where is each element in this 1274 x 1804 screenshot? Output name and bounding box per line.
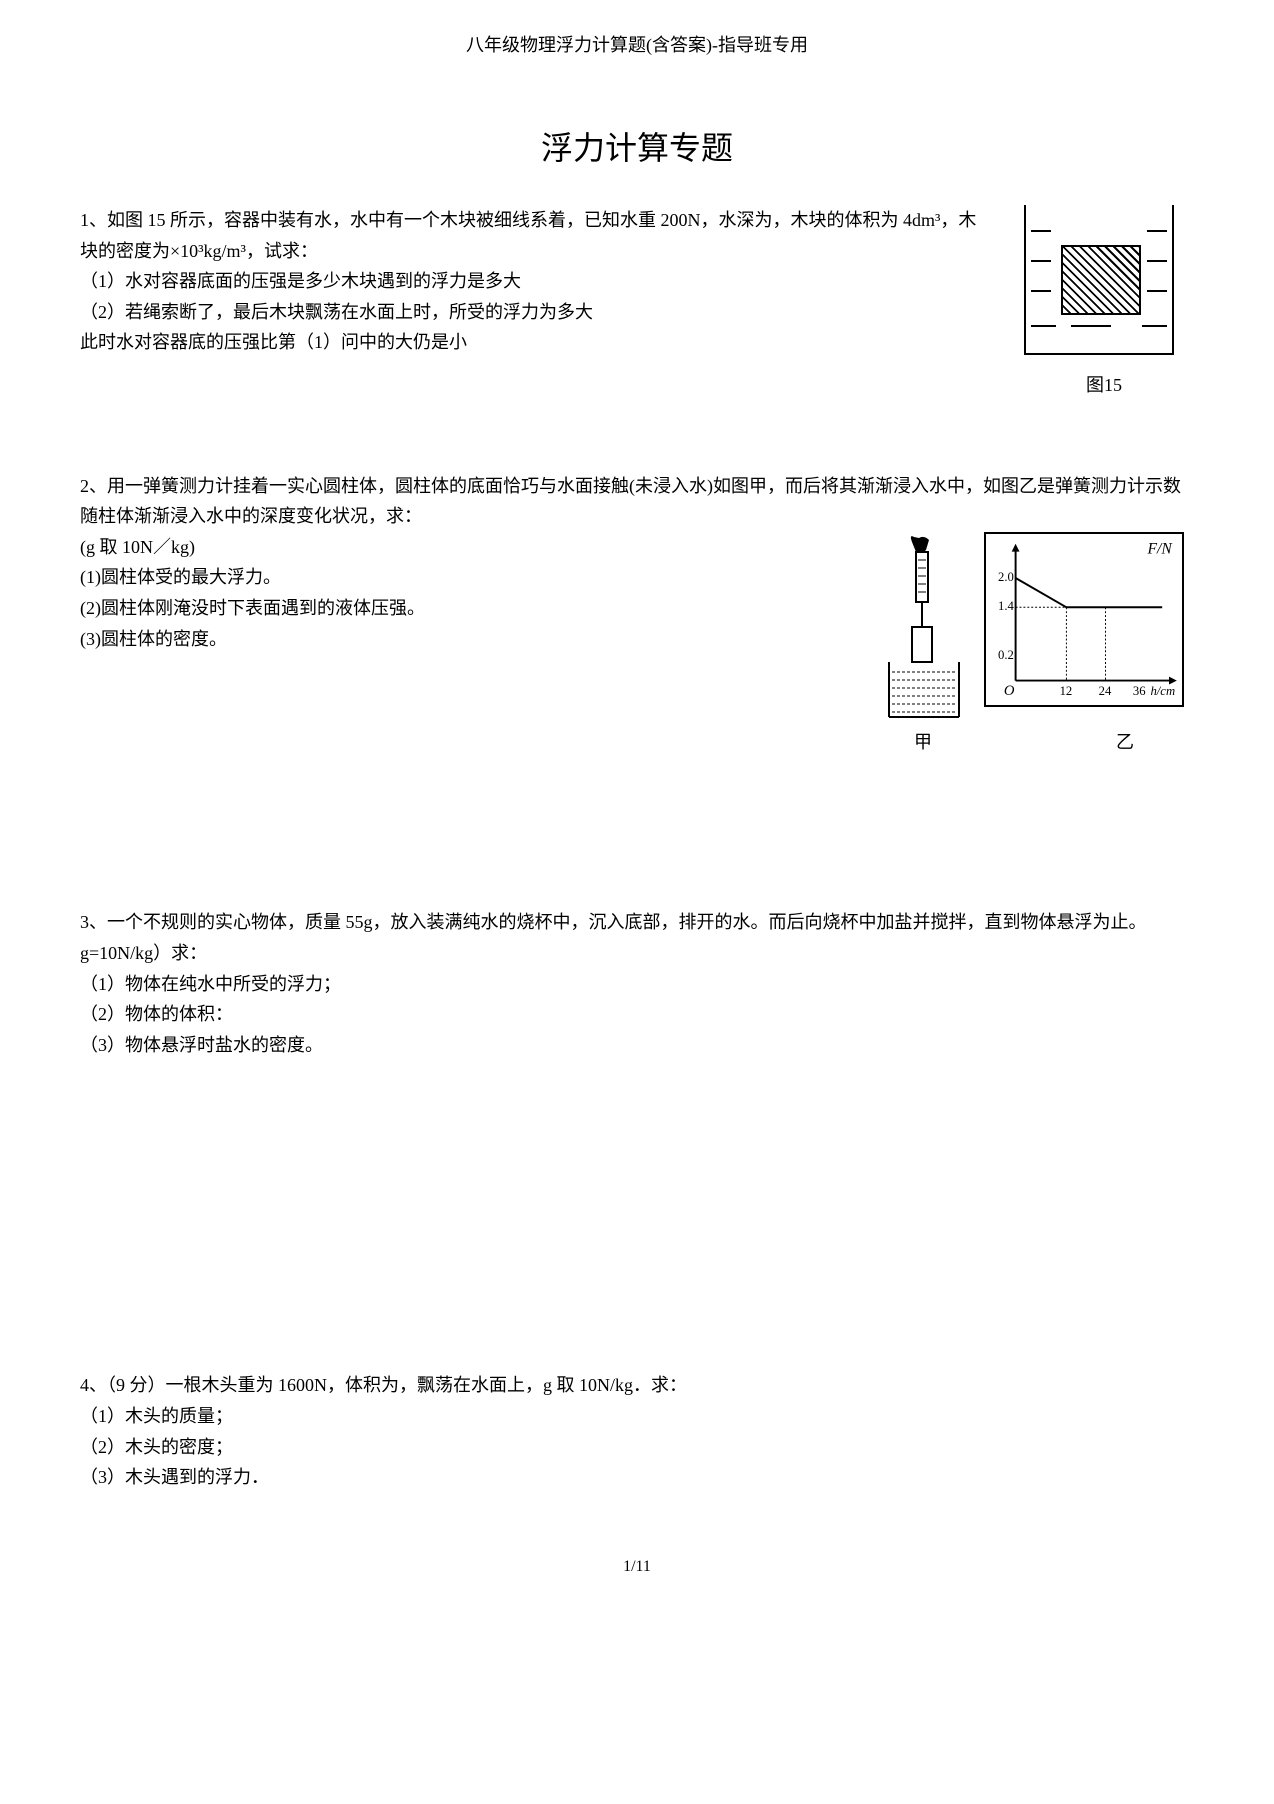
y-tick-2.0: 2.0 bbox=[998, 570, 1014, 584]
question-3-sub1: （1）物体在纯水中所受的浮力； bbox=[80, 969, 1194, 1000]
question-4-intro: 4、（9 分）一根木头重为 1600N，体积为，飘荡在水面上，g 取 10N/k… bbox=[80, 1370, 1194, 1401]
question-3: 3、一个不规则的实心物体，质量 55g，放入装满纯水的烧杯中，沉入底部，排开的水… bbox=[80, 907, 1194, 1060]
question-1-sub3: 此时水对容器底的压强比第（1）问中的大仍是小 bbox=[80, 327, 994, 358]
question-2-sub3: (3)圆柱体的密度。 bbox=[80, 624, 854, 655]
question-4-sub1: （1）木头的质量； bbox=[80, 1401, 1194, 1432]
question-2-subs: (g 取 10N／kg) (1)圆柱体受的最大浮力。 (2)圆柱体刚淹没时下表面… bbox=[80, 532, 854, 654]
figure-q2-caption-left: 甲 bbox=[914, 727, 932, 758]
page-header: 八年级物理浮力计算题(含答案)-指导班专用 bbox=[80, 30, 1194, 61]
question-4-sub2: （2）木头的密度； bbox=[80, 1432, 1194, 1463]
question-2-intro: 2、用一弹簧测力计挂着一实心圆柱体，圆柱体的底面恰巧与水面接触(未浸入水)如图甲… bbox=[80, 471, 1194, 532]
y-tick-0.2: 0.2 bbox=[998, 648, 1014, 662]
question-4-sub3: （3）木头遇到的浮力． bbox=[80, 1462, 1194, 1493]
question-2-sub2: (2)圆柱体刚淹没时下表面遇到的液体压强。 bbox=[80, 593, 854, 624]
page-number: 1/11 bbox=[80, 1553, 1194, 1580]
question-1: 1、如图 15 所示，容器中装有水，水中有一个木块被细线系着，已知水重 200N… bbox=[80, 205, 1194, 401]
x-tick-24: 24 bbox=[1099, 684, 1112, 698]
spring-scale-diagram bbox=[874, 532, 974, 722]
figure-q2: F/N 2.0 1.4 0.2 O 12 24 36 h/cm bbox=[874, 532, 1194, 758]
question-1-sub2: （2）若绳索断了，最后木块飘荡在水面上时，所受的浮力为多大 bbox=[80, 297, 994, 328]
question-4: 4、（9 分）一根木头重为 1600N，体积为，飘荡在水面上，g 取 10N/k… bbox=[80, 1370, 1194, 1492]
question-2-intro-wrap: 2、用一弹簧测力计挂着一实心圆柱体，圆柱体的底面恰巧与水面接触(未浸入水)如图甲… bbox=[80, 471, 1194, 532]
question-3-sub3: （3）物体悬浮时盐水的密度。 bbox=[80, 1030, 1194, 1061]
x-tick-12: 12 bbox=[1060, 684, 1073, 698]
question-1-sub1: （1）水对容器底面的压强是多少木块遇到的浮力是多大 bbox=[80, 266, 994, 297]
question-1-text: 1、如图 15 所示，容器中装有水，水中有一个木块被细线系着，已知水重 200N… bbox=[80, 205, 994, 358]
question-3-sub2: （2）物体的体积： bbox=[80, 999, 1194, 1030]
y-tick-1.4: 1.4 bbox=[998, 599, 1015, 613]
question-2: 2、用一弹簧测力计挂着一实心圆柱体，圆柱体的底面恰巧与水面接触(未浸入水)如图甲… bbox=[80, 471, 1194, 758]
question-2-sub1: (1)圆柱体受的最大浮力。 bbox=[80, 562, 854, 593]
y-axis-label: F/N bbox=[1147, 540, 1174, 557]
figure-q2-caption-right: 乙 bbox=[1116, 727, 1134, 758]
main-title: 浮力计算专题 bbox=[80, 121, 1194, 175]
question-1-intro: 1、如图 15 所示，容器中装有水，水中有一个木块被细线系着，已知水重 200N… bbox=[80, 205, 994, 266]
force-depth-graph: F/N 2.0 1.4 0.2 O 12 24 36 h/cm bbox=[984, 532, 1184, 707]
figure-15-caption: 图15 bbox=[1014, 370, 1194, 401]
x-tick-36: 36 bbox=[1133, 684, 1146, 698]
origin-label: O bbox=[1004, 683, 1015, 699]
question-3-intro: 3、一个不规则的实心物体，质量 55g，放入装满纯水的烧杯中，沉入底部，排开的水… bbox=[80, 907, 1194, 968]
x-axis-label: h/cm bbox=[1150, 684, 1175, 698]
figure-15: 图15 bbox=[1014, 205, 1194, 401]
question-2-g-note: (g 取 10N／kg) bbox=[80, 532, 854, 563]
